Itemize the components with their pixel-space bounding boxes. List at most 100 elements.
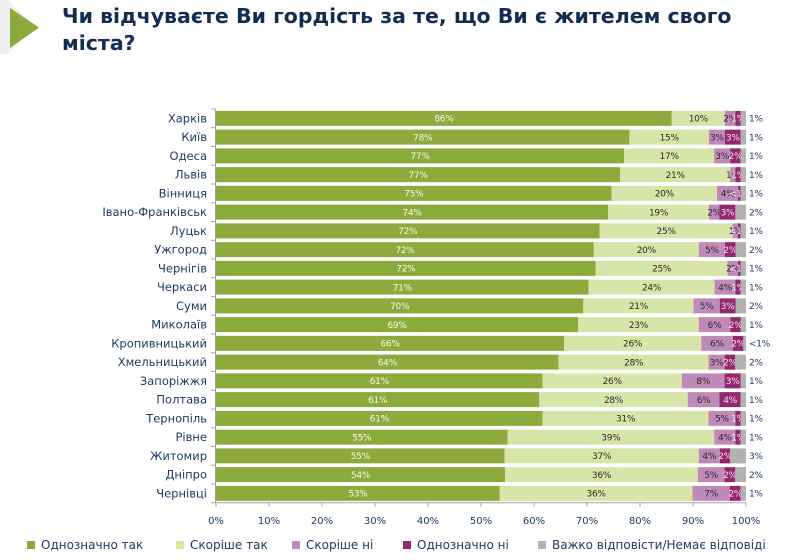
data-label: 1%	[749, 433, 763, 443]
bar-segment	[216, 354, 559, 370]
axes: Харків Київ Одеса Львів Вінниця Івано-Франків…	[102, 108, 760, 527]
legend-label: Скоріше так	[190, 538, 268, 552]
data-label: 1%	[731, 415, 745, 425]
data-label: 69%	[387, 321, 407, 331]
data-label: 2%	[723, 358, 737, 368]
data-label: 15%	[660, 133, 680, 143]
bar-row: 77% 21% 1%1% 1%	[216, 167, 764, 183]
bar-segment	[558, 354, 709, 370]
data-label: 3%	[749, 452, 763, 462]
bar-row: 53% 36% 7% 2% 1%	[216, 485, 764, 501]
bar-segment	[216, 223, 600, 239]
bar-segment	[708, 410, 736, 426]
legend-swatch	[292, 541, 300, 549]
data-label: 64%	[378, 358, 398, 368]
legend-swatch	[403, 541, 411, 549]
bar-segment	[698, 317, 731, 333]
data-label: 1%	[749, 190, 763, 200]
data-label: 72%	[398, 227, 418, 237]
data-label: 26%	[623, 340, 643, 350]
legend-item-vazhko-vidpovisty: Важко відповісти/Немає відповіді	[538, 537, 766, 553]
data-label: 2%	[723, 246, 737, 256]
bar-segment	[542, 373, 682, 389]
bar-segment	[687, 392, 720, 408]
data-label: 21%	[666, 171, 686, 181]
data-label: 4%	[723, 396, 737, 406]
bar-row: 70% 21% 5% 3% 2%	[216, 298, 764, 314]
bar-segment	[719, 298, 736, 314]
chart-legend: Однозначно так Скоріше так Скоріше ні Од…	[0, 537, 785, 553]
bar-segment	[724, 110, 736, 126]
x-tick-label: 50%	[470, 516, 492, 527]
data-label: 77%	[408, 171, 428, 181]
x-tick-label: 10%	[258, 516, 280, 527]
bar-segment	[719, 204, 736, 220]
bar-segment	[693, 298, 720, 314]
bar-segment	[740, 148, 746, 164]
bar-segment	[743, 335, 746, 351]
category-label: Львів	[175, 168, 207, 182]
data-label: 10%	[689, 115, 709, 125]
data-label: 74%	[403, 208, 423, 218]
bar-row: 64% 28% 3% 2% 2%	[216, 354, 764, 370]
data-label: 23%	[629, 321, 649, 331]
category-label: Івано-Франківськ	[102, 205, 207, 219]
category-label: Луцьк	[170, 224, 207, 238]
bar-segment	[729, 485, 741, 501]
bar-segment	[692, 485, 730, 501]
bar-row: 55% 37% 4% 2% 3%	[216, 448, 764, 464]
bars: 86% 10% 2%1% 1%78% 15% 3% 3% 1%77% 17% 3% 2% 1%77% 2…	[216, 110, 771, 501]
bar-row: 77% 17% 3% 2% 1%	[216, 148, 764, 164]
data-label: 2%	[729, 152, 743, 162]
bar-segment	[216, 204, 609, 220]
page-title: Чи відчуваєте Ви гордість за те, що Ви є…	[62, 4, 732, 55]
data-label: 2%	[723, 115, 737, 125]
data-label: 25%	[652, 265, 672, 275]
bar-segment	[216, 317, 579, 333]
data-label: 1%	[749, 283, 763, 293]
bar-segment	[583, 298, 694, 314]
bar-segment	[216, 260, 596, 276]
data-label: <1%	[729, 190, 751, 200]
data-label: 3%	[726, 377, 740, 387]
bar-segment	[593, 242, 699, 258]
bar-segment	[719, 392, 741, 408]
bar-segment	[735, 467, 746, 483]
bar-segment	[714, 279, 736, 295]
legend-item-skorishe-tak: Скоріше так	[176, 537, 268, 553]
bar-segment	[564, 335, 702, 351]
bar-segment	[539, 392, 688, 408]
data-label: 1%	[749, 396, 763, 406]
data-label: 7%	[704, 490, 718, 500]
data-label: 2%	[707, 208, 721, 218]
bar-segment	[732, 223, 739, 239]
data-label: 77%	[410, 152, 430, 162]
bar-segment	[740, 110, 746, 126]
data-label: 4%	[702, 452, 716, 462]
bar-segment	[599, 223, 733, 239]
bar-row: 61% 26% 8% 3% 1%	[216, 373, 764, 389]
bar-segment	[740, 410, 746, 426]
bar-row: 75% 20% 4%<1% 1%	[216, 185, 764, 201]
data-label: 24%	[642, 283, 662, 293]
category-label: Черкаси	[157, 280, 207, 294]
bar-segment	[724, 373, 741, 389]
bar-segment	[716, 185, 739, 201]
legend-swatch	[538, 541, 546, 549]
legend-label: Скоріше ні	[306, 538, 374, 552]
data-label: 72%	[395, 246, 415, 256]
bar-segment	[725, 242, 736, 258]
bar-segment	[735, 110, 741, 126]
bar-segment	[499, 485, 693, 501]
bar-segment	[216, 110, 672, 126]
bar-row: 74% 19% 2% 3% 2%	[216, 204, 764, 220]
data-label: 53%	[348, 490, 368, 500]
legend-label: Важко відповісти/Немає відповіді	[552, 538, 766, 552]
data-label: 17%	[660, 152, 680, 162]
category-label: Полтава	[156, 393, 207, 407]
legend-label: Однозначно ні	[417, 538, 509, 552]
data-label: 39%	[601, 433, 621, 443]
bar-segment	[216, 129, 630, 145]
data-label: 4%	[721, 190, 735, 200]
bar-segment	[730, 148, 741, 164]
